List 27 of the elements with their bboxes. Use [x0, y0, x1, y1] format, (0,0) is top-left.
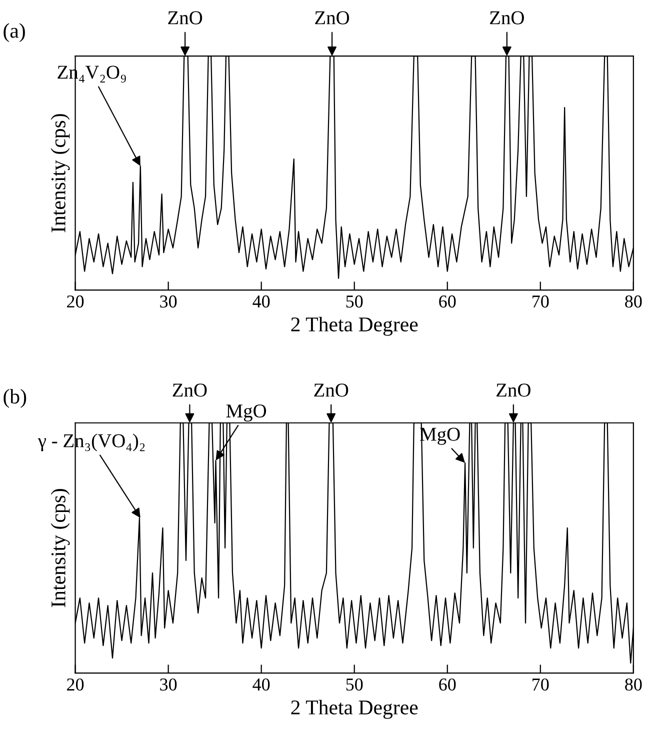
x-tick-label: 60: [439, 678, 456, 691]
annotation: ZnO: [168, 11, 202, 24]
annotation: ZnO: [172, 384, 207, 397]
x-tick-label: 50: [346, 295, 363, 308]
x-tick-label: 70: [532, 295, 549, 308]
annotation: ZnO: [315, 11, 350, 24]
annotation: ZnO: [496, 384, 530, 397]
x-tick-label: 50: [346, 678, 363, 691]
annotation: MgO: [226, 404, 266, 422]
chart-title: (a): [4, 23, 25, 42]
x-tick-label: 30: [160, 295, 177, 308]
x-axis-title: 2 Theta Degree: [291, 700, 418, 719]
x-tick-label: 60: [439, 295, 456, 308]
chart-title: (b): [4, 388, 26, 408]
annotation: ZnO: [314, 384, 348, 397]
x-tick-label: 20: [67, 295, 84, 308]
x-tick-label: 30: [160, 678, 177, 691]
x-axis-title: 2 Theta Degree: [291, 316, 418, 336]
x-tick-label: 80: [625, 295, 642, 308]
x-tick-label: 80: [625, 678, 642, 691]
x-tick-label: 40: [252, 678, 270, 691]
y-axis-title: Intensity (cps): [50, 114, 70, 232]
x-tick-label: 40: [252, 295, 270, 308]
x-tick-label: 70: [532, 678, 549, 691]
y-axis-title: Intensity (cps): [50, 489, 70, 608]
annotation: ZnO: [490, 11, 524, 24]
x-tick-label: 20: [67, 678, 84, 691]
